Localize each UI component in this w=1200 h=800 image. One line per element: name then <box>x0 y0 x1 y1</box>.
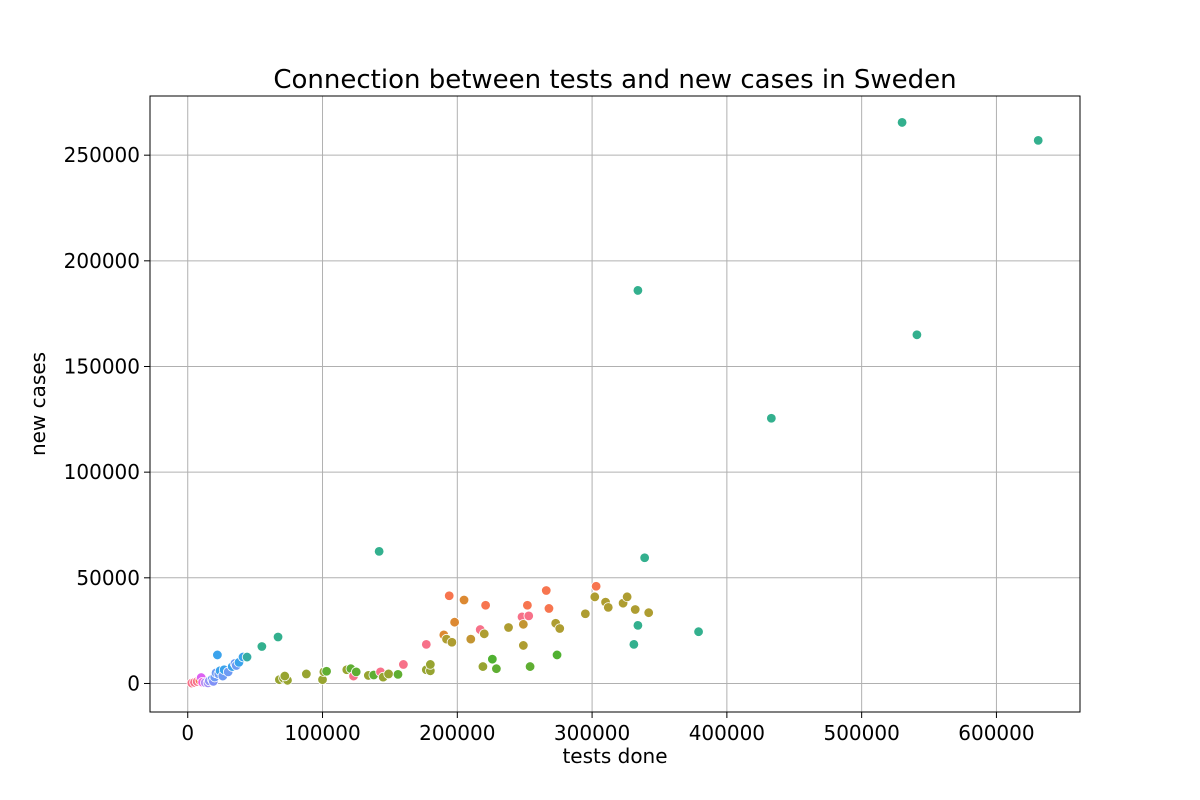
y-axis-title: new cases <box>26 352 50 456</box>
y-tick-label: 100000 <box>64 460 140 484</box>
data-point <box>487 653 498 665</box>
data-point <box>693 626 704 637</box>
tick-layer: 0 100000 200000 300000 400000 500000 600000 0 50… <box>64 143 1035 745</box>
data-point <box>321 666 332 677</box>
y-tick-label: 250000 <box>64 143 140 167</box>
data-point <box>383 668 394 680</box>
data-point <box>518 640 529 651</box>
data-point <box>589 591 600 603</box>
data-point <box>398 659 409 670</box>
data-point <box>479 628 490 640</box>
data-point <box>503 622 514 633</box>
data-point <box>458 594 470 606</box>
data-point <box>590 581 602 592</box>
chart-title: Connection between tests and new cases i… <box>273 65 956 95</box>
data-point <box>301 668 312 680</box>
data-point <box>449 616 460 628</box>
x-axis-title: tests done <box>562 744 667 768</box>
data-point <box>603 602 614 613</box>
data-point <box>580 608 591 619</box>
x-tick-label: 300000 <box>554 721 630 745</box>
data-point <box>1033 135 1044 146</box>
data-point <box>523 610 534 622</box>
data-points <box>186 117 1044 689</box>
data-point <box>392 669 404 680</box>
data-point <box>543 603 555 614</box>
y-tick-label: 0 <box>127 671 140 695</box>
x-tick-label: 200000 <box>419 721 495 745</box>
data-point <box>541 585 552 596</box>
data-point <box>766 413 777 424</box>
data-point <box>554 623 565 634</box>
data-point <box>421 639 432 650</box>
data-point <box>425 659 436 670</box>
data-point <box>480 600 491 611</box>
data-point <box>639 552 650 563</box>
data-point <box>351 666 362 678</box>
y-tick-label: 150000 <box>64 354 140 378</box>
data-point <box>272 631 284 643</box>
data-point <box>212 649 223 661</box>
data-point <box>518 619 529 630</box>
data-point <box>522 600 533 611</box>
x-tick-label: 600000 <box>958 721 1034 745</box>
data-point <box>632 285 644 296</box>
data-point <box>477 661 489 672</box>
plot-frame <box>149 95 1081 713</box>
x-tick-label: 400000 <box>689 721 765 745</box>
data-point <box>551 649 563 661</box>
y-tick-label: 200000 <box>64 249 140 273</box>
data-point <box>911 329 923 340</box>
data-point <box>465 633 476 645</box>
data-point <box>373 546 385 557</box>
data-point <box>241 651 253 663</box>
y-tick-label: 50000 <box>76 566 140 590</box>
data-point <box>444 590 455 601</box>
grid-layer <box>150 96 1080 712</box>
data-point <box>491 663 502 674</box>
x-tick-label: 100000 <box>284 721 360 745</box>
data-point <box>628 639 640 650</box>
data-point <box>446 637 458 648</box>
data-point <box>630 604 641 615</box>
x-tick-label: 0 <box>181 721 194 745</box>
x-tick-label: 500000 <box>823 721 899 745</box>
data-point <box>256 641 268 652</box>
data-point <box>524 661 536 672</box>
data-point <box>632 620 644 631</box>
data-point <box>643 607 654 618</box>
data-point <box>279 670 290 682</box>
data-point <box>896 117 908 128</box>
data-point <box>621 591 633 603</box>
